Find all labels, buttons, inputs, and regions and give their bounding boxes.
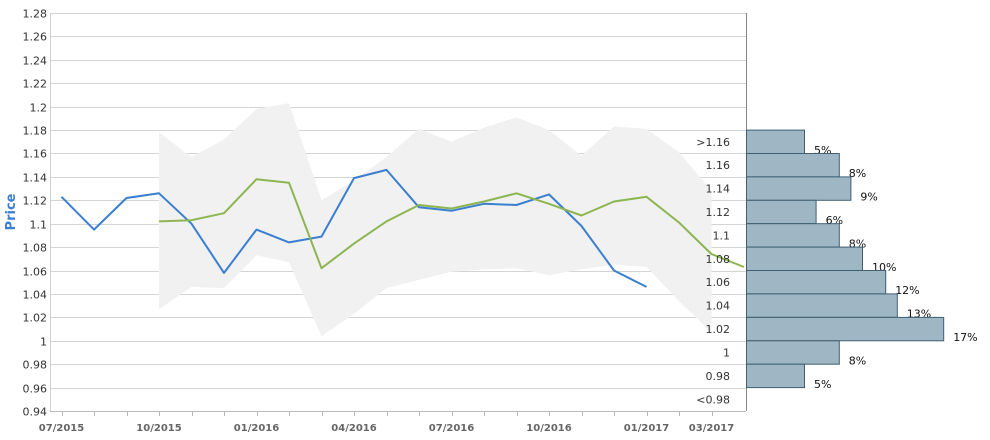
y-tick-label: 1.22 (23, 78, 48, 91)
y-tick-label: 1.18 (23, 125, 48, 138)
histogram-bar (746, 340, 840, 365)
histogram-bin-label: 0.98 (706, 370, 731, 383)
histogram-bin-label: 1.1 (713, 229, 731, 242)
histogram-bar (746, 176, 852, 201)
y-tick-label: 1.26 (23, 31, 48, 44)
y-tick-label: 1.04 (23, 289, 48, 302)
histogram-bin-label: 1.12 (706, 206, 731, 219)
y-tick-label: 0.94 (23, 406, 48, 419)
series-lines (60, 168, 745, 288)
histogram-percent-label: 8% (849, 167, 866, 180)
y-tick-label: 1.2 (30, 102, 48, 115)
y-tick-label: 0.98 (23, 359, 48, 372)
histogram-bar (746, 270, 887, 295)
y-tick-label: 1.1 (30, 219, 48, 232)
histogram-percent-label: 5% (814, 378, 831, 391)
x-tick-label: 07/2016 (429, 423, 474, 434)
histogram-bar (746, 293, 898, 318)
x-tick-label: 10/2015 (136, 423, 181, 434)
confidence-band-area (159, 103, 712, 337)
x-tick-label: 03/2017 (689, 423, 734, 434)
y-tick-label: 1.08 (23, 242, 48, 255)
histogram-percent-label: 9% (860, 191, 877, 204)
distribution-histogram: >1.165%1.168%1.149%1.126%1.18%1.0810%1.0… (696, 129, 978, 406)
histogram-bar (746, 246, 863, 272)
histogram-bar (746, 363, 805, 389)
y-tick-label: 1.24 (23, 55, 48, 68)
x-tick-label: 01/2016 (234, 423, 279, 434)
histogram-bar (746, 129, 805, 155)
series-line-1 (60, 168, 647, 288)
histogram-bin-label: 1.08 (706, 253, 731, 266)
x-tick-label: 07/2015 (39, 423, 84, 434)
histogram-bar (746, 153, 840, 178)
histogram-bar (746, 199, 817, 225)
histogram-bin-label: 1.14 (706, 183, 731, 196)
x-tick-label: 04/2016 (331, 423, 376, 434)
histogram-bin-label: >1.16 (696, 136, 730, 149)
y-tick-label: 1.12 (23, 195, 48, 208)
y-tick-label: 1.14 (23, 172, 48, 185)
y-tick-label: 1.02 (23, 312, 48, 325)
y-tick-label: 1.28 (23, 8, 48, 21)
y-tick-label: 1.16 (23, 148, 48, 161)
y-tick-label: 1 (40, 336, 47, 349)
x-tick-label: 10/2016 (526, 423, 571, 434)
confidence-band (159, 103, 712, 337)
histogram-percent-label: 12% (895, 284, 919, 297)
histogram-bar (746, 223, 840, 248)
axes: 0.94 0.96 0.98 1 1.02 1.04 1.06 1.08 1.1 1.12 1.14… (23, 8, 747, 434)
histogram-bin-label: <0.98 (696, 393, 730, 406)
histogram-bar (746, 316, 945, 342)
y-tick-label: 0.96 (23, 383, 48, 396)
x-tick-label: 01/2017 (624, 423, 669, 434)
histogram-percent-label: 17% (953, 331, 977, 344)
histogram-bin-label: 1.06 (706, 276, 731, 289)
y-axis-label: Price (4, 193, 19, 230)
histogram-bin-label: 1.16 (706, 159, 731, 172)
y-tick-label: 1.06 (23, 266, 48, 279)
histogram-bin-label: 1.02 (706, 323, 731, 336)
series-line-2 (158, 178, 745, 270)
histogram-bin-label: 1 (723, 346, 730, 359)
histogram-bin-label: 1.04 (706, 300, 731, 313)
histogram-percent-label: 8% (849, 354, 866, 367)
